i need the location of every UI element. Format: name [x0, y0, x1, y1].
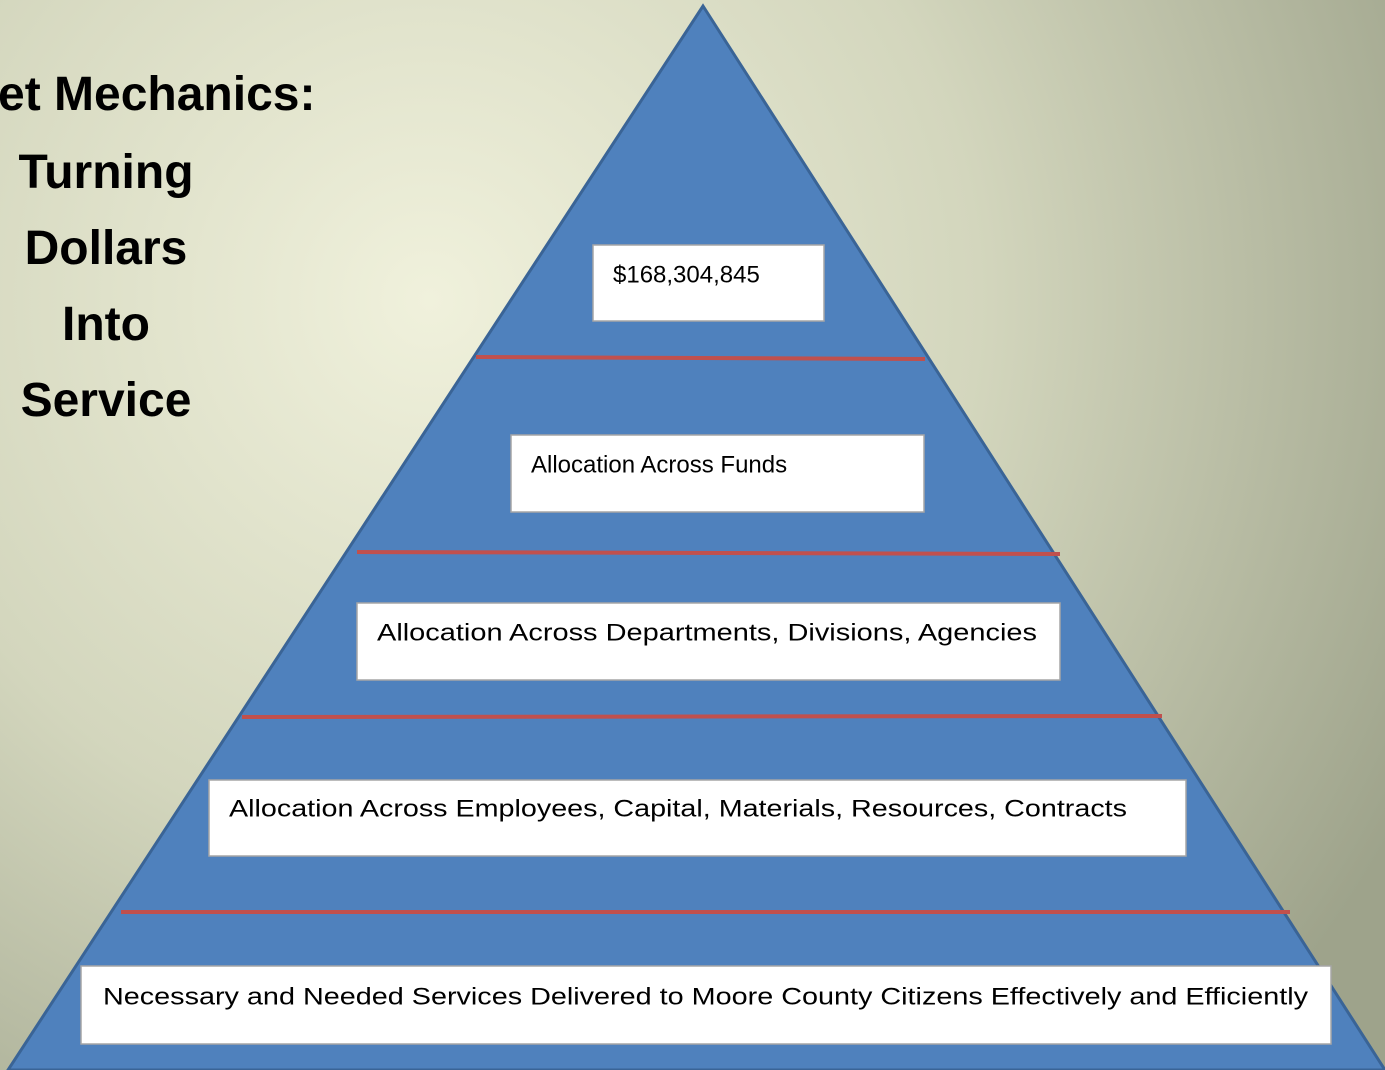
title-line: Dollars [25, 222, 188, 275]
title: et Mechanics: Turning Dollars Into Servi… [0, 68, 315, 427]
title-line: Service [21, 374, 192, 427]
divider [475, 355, 926, 361]
level-label: Allocation Across Funds [531, 451, 787, 478]
level-label: Necessary and Needed Services Delivered … [103, 983, 1308, 1010]
level-box [80, 965, 1332, 1045]
dividers [121, 355, 1290, 914]
title-line: Turning [18, 146, 193, 199]
divider [356, 550, 1061, 556]
title-line: et Mechanics: [0, 68, 315, 121]
title-line: Into [62, 298, 150, 351]
level-label: Allocation Across Departments, Divisions… [377, 619, 1037, 646]
level-box [208, 779, 1187, 857]
divider [241, 714, 1163, 719]
level-box [510, 434, 925, 513]
level-label: Allocation Across Employees, Capital, Ma… [229, 795, 1127, 822]
level-label: $168,304,845 [613, 261, 760, 288]
level-box [356, 602, 1061, 681]
level-box [592, 244, 825, 322]
